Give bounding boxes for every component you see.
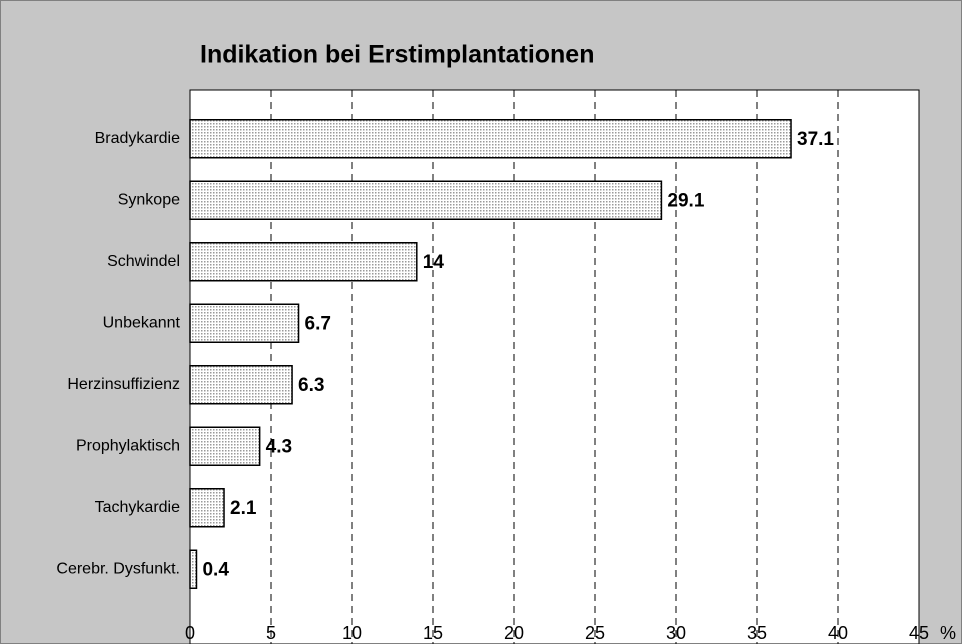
- bar: [189, 549, 198, 589]
- y-tick-label: Unbekannt: [103, 314, 181, 331]
- y-tick-label: Tachykardie: [95, 499, 180, 516]
- value-label: 6.7: [305, 313, 331, 334]
- value-label: 6.3: [298, 375, 324, 396]
- x-axis-label: %: [940, 623, 956, 643]
- value-label: 4.3: [266, 436, 292, 457]
- value-label: 37.1: [797, 129, 834, 150]
- plot-area: [189, 89, 920, 644]
- y-tick-label: Herzinsuffizienz: [67, 376, 180, 393]
- bar: [189, 303, 300, 343]
- bar: [189, 426, 261, 466]
- y-tick-label: Prophylaktisch: [76, 437, 180, 454]
- y-tick-label: Synkope: [118, 191, 180, 208]
- bar: [189, 119, 792, 159]
- y-tick-label: Schwindel: [107, 253, 180, 270]
- bar: [189, 242, 418, 282]
- value-label: 0.4: [202, 559, 229, 580]
- bar: [189, 365, 293, 405]
- bar: [189, 180, 663, 220]
- value-label: 29.1: [667, 190, 704, 211]
- value-label: 2.1: [230, 498, 257, 519]
- value-label: 14: [423, 252, 445, 273]
- bar: [189, 488, 225, 528]
- y-tick-label: Bradykardie: [95, 130, 180, 147]
- chart-title: Indikation bei Erstimplantationen: [200, 41, 594, 69]
- x-tick-label: 0: [185, 623, 195, 643]
- y-tick-label: Cerebr. Dysfunkt.: [56, 560, 180, 577]
